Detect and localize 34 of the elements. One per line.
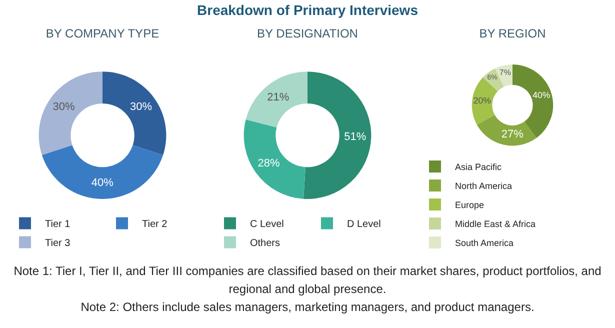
- legend-label: Middle East & Africa: [455, 219, 536, 230]
- data-label: 51%: [344, 130, 366, 143]
- chart-subtitle: BY DESIGNATION: [257, 26, 358, 41]
- data-label: 28%: [258, 157, 280, 170]
- donut-slice: [304, 72, 372, 199]
- legend-label: Tier 3: [45, 238, 71, 250]
- data-label: 7%: [499, 68, 511, 77]
- donut-slice: [42, 145, 164, 199]
- data-label: 21%: [267, 92, 290, 104]
- legend-label: Tier 2: [142, 219, 168, 230]
- donut-slice: [244, 119, 306, 199]
- legend-label: South America: [455, 238, 514, 248]
- data-label: 27%: [501, 128, 524, 141]
- data-label: 40%: [91, 177, 114, 190]
- data-label: 30%: [130, 101, 152, 114]
- chart-title: BY REGION: [479, 26, 546, 41]
- legend-label: D Level: [347, 219, 381, 230]
- legend-label: Others: [250, 238, 280, 250]
- donut-slice: [102, 72, 166, 155]
- donut-slice: [246, 72, 308, 128]
- data-label: 30%: [52, 101, 75, 114]
- legend-label: C Level: [250, 219, 284, 230]
- legend-label: Asia Pacific: [455, 162, 502, 172]
- donut-slice: [38, 72, 102, 155]
- chart-title: BY COMPANY TYPE: [46, 26, 160, 41]
- chart-title: Breakdown of Primary Interviews: [196, 2, 419, 18]
- legend-label: North America: [455, 181, 512, 192]
- text: Note 1: Tier I, Tier II, and Tier III companies are classified based on their market shares, product portfolios, and regional and global presence.: [12, 263, 602, 298]
- text: Note 2: Others include sales managers, marketing managers, and product managers.: [80, 299, 536, 316]
- legend-label: Europe: [455, 200, 484, 210]
- data-label: 20%: [473, 96, 492, 106]
- data-label: 40%: [532, 90, 550, 100]
- legend-label: Tier 1: [45, 219, 71, 230]
- donut-slice: [476, 114, 536, 146]
